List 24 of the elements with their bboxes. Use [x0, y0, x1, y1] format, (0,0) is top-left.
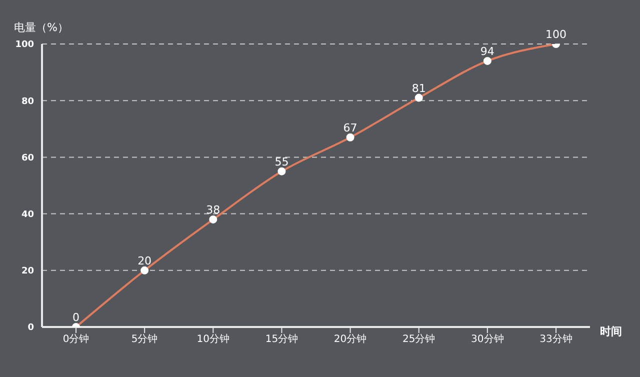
- data-label: 81: [412, 82, 426, 95]
- x-tick-label: 20分钟: [334, 333, 367, 346]
- x-tick-label: 5分钟: [131, 333, 158, 346]
- y-tick-label: 60: [21, 153, 34, 164]
- y-tick-label: 20: [21, 266, 34, 277]
- x-axis-title: 时间: [600, 324, 622, 339]
- data-label: 55: [274, 155, 289, 168]
- data-label: 0: [72, 311, 80, 324]
- data-label: 38: [206, 203, 220, 216]
- x-tick-label: 10分钟: [196, 333, 230, 346]
- data-label: 67: [343, 121, 358, 134]
- x-tick-label: 25分钟: [402, 333, 436, 346]
- y-tick-label: 80: [21, 96, 34, 107]
- data-label: 94: [480, 44, 494, 58]
- y-tick-label: 40: [21, 210, 34, 220]
- x-tick-label: 0分钟: [62, 333, 90, 346]
- x-tick-label: 30分钟: [471, 333, 504, 346]
- y-tick-label: 100: [15, 40, 34, 50]
- y-tick-label: 0: [28, 323, 34, 334]
- x-tick-label: 15分钟: [265, 333, 298, 346]
- x-tick-label: 33分钟: [540, 333, 572, 346]
- data-label: 100: [546, 28, 566, 41]
- data-label: 20: [138, 254, 152, 268]
- y-axis-title: 电量（%）: [14, 20, 68, 35]
